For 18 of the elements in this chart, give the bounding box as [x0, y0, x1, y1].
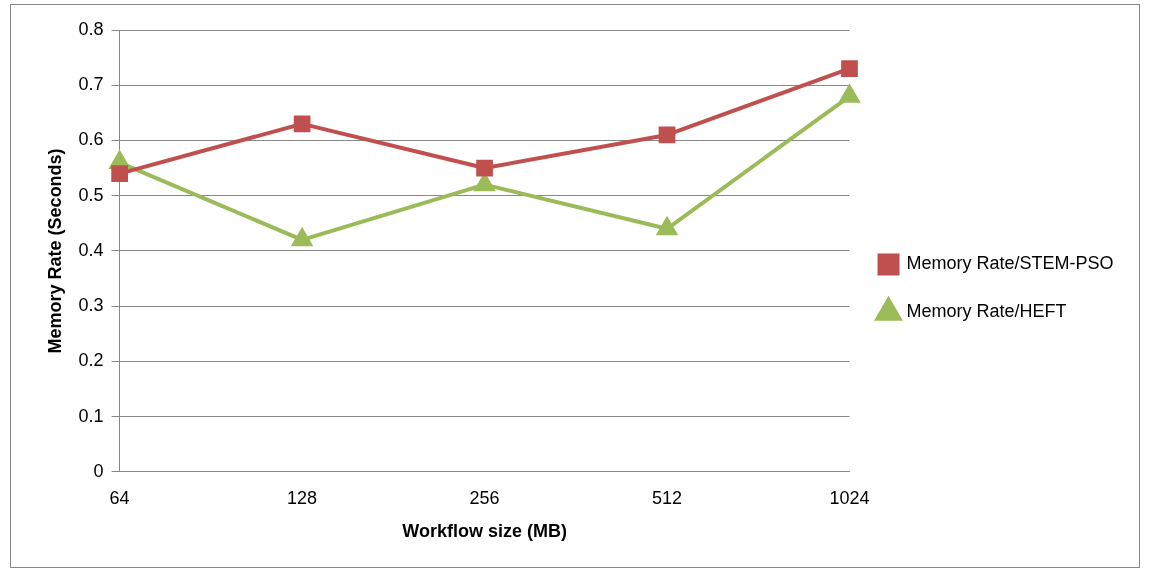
x-tick-label: 64: [109, 487, 130, 508]
legend-label: Memory Rate/HEFT: [906, 301, 1067, 322]
x-axis-title: Workflow size (MB): [402, 521, 567, 542]
x-tick-label: 512: [652, 487, 683, 508]
y-tick-label: 0.2: [78, 350, 104, 371]
y-tick-label: 0.3: [78, 295, 104, 316]
y-axis-title: Memory Rate (Seconds): [44, 148, 65, 354]
y-tick-label: 0.6: [78, 129, 104, 150]
y-tick-label: 0: [93, 460, 104, 481]
y-tick-label: 0.7: [78, 74, 104, 95]
y-tick-label: 0.4: [78, 239, 104, 260]
y-tick-label: 0.5: [78, 184, 104, 205]
x-tick-label: 128: [287, 487, 318, 508]
y-tick-label: 0.8: [78, 18, 104, 39]
legend-label: Memory Rate/STEM-PSO: [906, 253, 1114, 274]
y-tick-label: 0.1: [78, 405, 104, 426]
x-tick-label: 256: [469, 487, 500, 508]
x-tick-label: 1024: [829, 487, 870, 508]
